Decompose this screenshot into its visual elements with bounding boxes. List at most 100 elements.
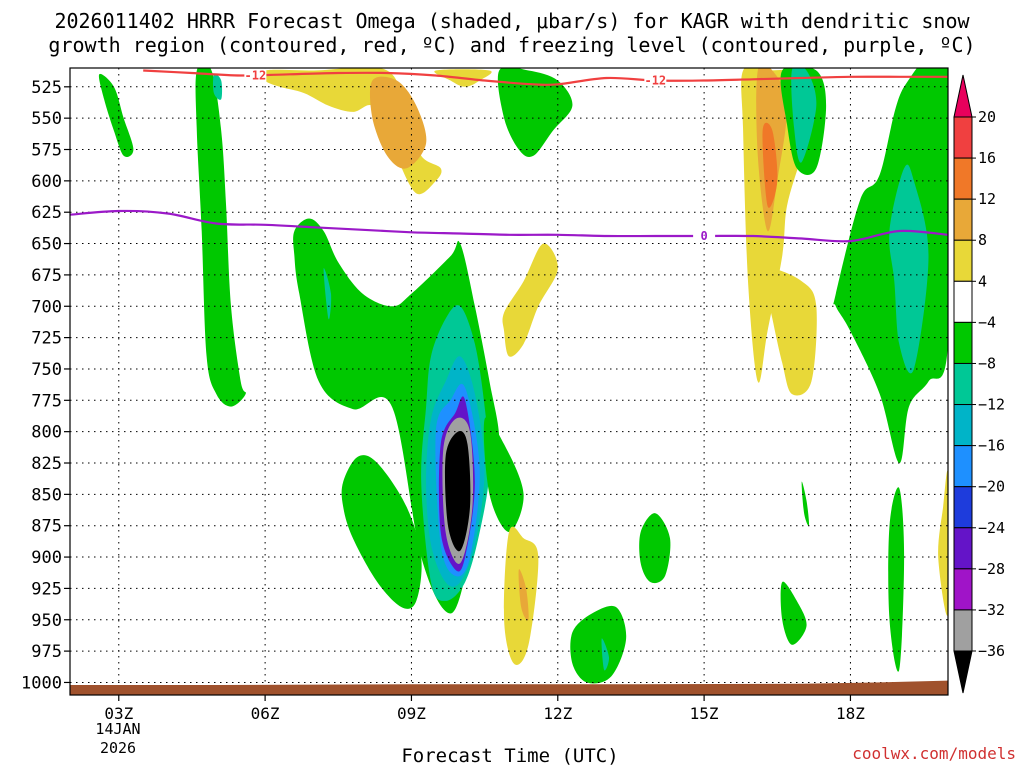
omega-region-10	[444, 430, 471, 552]
colorbar-label-12: −32	[978, 601, 1005, 619]
colorbar-label-11: −28	[978, 560, 1005, 578]
colorbar-label-7: −12	[978, 396, 1005, 414]
colorbar-label-2: 12	[978, 190, 996, 208]
omega-region-33	[888, 487, 905, 672]
y-tick-label-925: 925	[31, 579, 62, 599]
y-tick-label-625: 625	[31, 203, 62, 223]
colorbar-box-2	[953, 198, 973, 241]
colorbar-label-4: 4	[978, 272, 987, 290]
chart-title-line-2: growth region (contoured, red, ºC) and f…	[48, 33, 975, 57]
omega-region-11	[483, 417, 524, 532]
contour-label-minus12-left-bg	[244, 68, 267, 82]
omega-region-15	[497, 68, 573, 158]
omega-region-12	[341, 455, 422, 609]
colorbar-label-6: −8	[978, 354, 996, 372]
x-axis-label: Forecast Time (UTC)	[401, 745, 618, 767]
x-tick-label-09Z: 09Z	[397, 704, 426, 723]
x-axis: 03Z 06Z 09Z 12Z 15Z 18Z	[104, 695, 865, 723]
colorbar-label-3: 8	[978, 231, 987, 249]
colorbar-box-11	[953, 568, 973, 611]
colorbar-box-12	[953, 609, 973, 652]
colorbar-label-0: 20	[978, 108, 996, 126]
colorbar-box-3	[953, 239, 973, 282]
dendritic-isotherm-line	[143, 69, 948, 86]
colorbar-box-9	[953, 486, 973, 529]
freezing-level-line	[70, 209, 948, 243]
y-tick-label-875: 875	[31, 517, 62, 537]
x-tick-label-03Z: 03Z	[104, 704, 133, 723]
contours: -12 -12 0	[70, 68, 948, 243]
colorbar-label-13: −36	[978, 642, 1005, 660]
colorbar-box-4	[953, 280, 973, 323]
plot-frame	[69, 67, 949, 696]
y-tick-label-575: 575	[31, 141, 62, 161]
y-tick-label-650: 650	[31, 235, 62, 255]
y-tick-label-900: 900	[31, 548, 62, 568]
date-label-day: 14JAN	[95, 720, 140, 738]
y-tick-label-800: 800	[31, 423, 62, 443]
y-tick-label-600: 600	[31, 172, 62, 192]
omega-region-17	[369, 76, 427, 169]
x-tick-label-18Z: 18Z	[836, 704, 865, 723]
gridlines	[70, 68, 948, 695]
omega-region-2	[213, 73, 223, 100]
colorbar-box-8	[953, 445, 973, 488]
omega-region-1	[195, 68, 246, 407]
omega-region-0	[98, 73, 134, 158]
colorbar-box-5	[953, 321, 973, 364]
omega-region-20	[570, 605, 627, 684]
colorbar: 20 16 12 8 4 −4 −8 −12 −16 −20 −24 −28 −32 −36	[953, 74, 1005, 694]
omega-region-34	[938, 470, 948, 616]
x-tick-label-12Z: 12Z	[543, 704, 572, 723]
colorbar-box-6	[953, 362, 973, 406]
colorbar-label-10: −24	[978, 519, 1005, 537]
contour-label-zero: 0	[700, 229, 707, 243]
colorbar-bottom-arrow	[953, 650, 973, 694]
omega-region-19	[518, 569, 529, 621]
x-tick-label-06Z: 06Z	[251, 704, 280, 723]
omega-region-30	[801, 481, 810, 527]
colorbar-label-9: −20	[978, 478, 1005, 496]
chart-title-line-1: 2026011402 HRRR Forecast Omega (shaded, …	[54, 9, 970, 33]
credit-text: coolwx.com/models	[852, 744, 1016, 763]
contour-label-zero-bg	[693, 229, 716, 243]
x-tick-label-15Z: 15Z	[690, 704, 719, 723]
colorbar-top-arrow	[953, 74, 973, 118]
omega-region-21	[601, 638, 610, 671]
colorbar-box-10	[953, 527, 973, 570]
y-tick-label-825: 825	[31, 454, 62, 474]
omega-region-22	[639, 513, 671, 584]
date-label-year: 2026	[100, 739, 136, 757]
colorbar-box-0	[953, 116, 973, 159]
y-tick-label-550: 550	[31, 109, 62, 129]
y-tick-label-1000: 1000	[21, 673, 62, 693]
omega-region-32	[889, 164, 929, 374]
y-tick-label-775: 775	[31, 391, 62, 411]
omega-region-25	[762, 122, 778, 208]
colorbar-box-7	[953, 404, 973, 447]
y-tick-label-850: 850	[31, 485, 62, 505]
y-tick-label-700: 700	[31, 297, 62, 317]
colorbar-label-8: −16	[978, 437, 1005, 455]
y-tick-label-950: 950	[31, 611, 62, 631]
y-tick-label-975: 975	[31, 642, 62, 662]
omega-region-26	[764, 268, 817, 396]
omega-shading	[98, 68, 948, 684]
y-tick-label-725: 725	[31, 329, 62, 349]
colorbar-box-1	[953, 157, 973, 200]
colorbar-label-1: 16	[978, 149, 996, 167]
contour-label-minus12-right-bg	[644, 73, 667, 87]
terrain-ground	[70, 680, 948, 695]
y-tick-label-525: 525	[31, 78, 62, 98]
y-tick-label-675: 675	[31, 266, 62, 286]
ground-surface	[70, 680, 948, 695]
colorbar-label-5: −4	[978, 313, 996, 331]
omega-region-31	[833, 68, 948, 464]
y-axis: 525 550 575 600 625 650 675 700 725 750 775 800 825 8…	[21, 78, 70, 693]
omega-region-28	[791, 68, 817, 163]
omega-region-13	[502, 243, 558, 357]
y-tick-label-750: 750	[31, 360, 62, 380]
contour-label-minus12-left: -12	[245, 69, 267, 83]
omega-region-29	[780, 581, 807, 645]
contour-label-minus12-right: -12	[644, 74, 666, 88]
